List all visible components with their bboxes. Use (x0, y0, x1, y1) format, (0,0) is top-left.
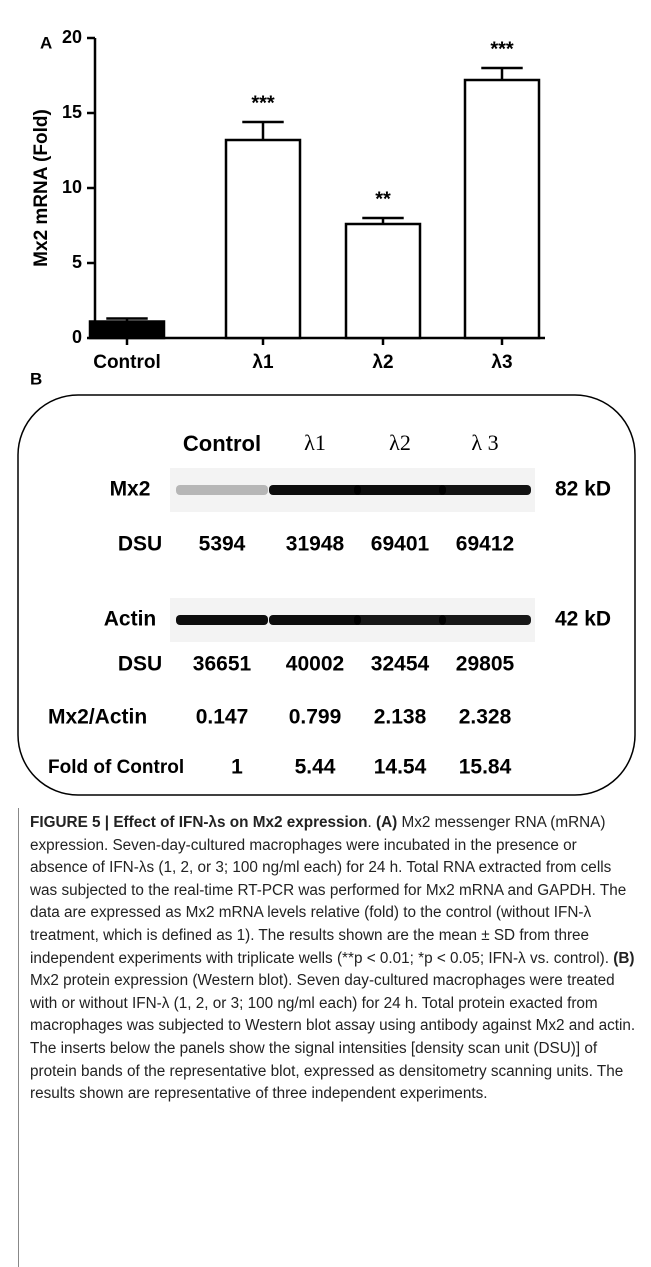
cell-value: 0.147 (196, 706, 249, 729)
caption-text: Mx2 protein expression (Western blot). S… (30, 972, 635, 1102)
bar (346, 224, 420, 338)
caption-bold: (A) (376, 814, 397, 831)
cell-value: 1 (231, 756, 243, 779)
cell-value: 14.54 (374, 756, 427, 779)
caption-text: Mx2 messenger RNA (mRNA) expression. Sev… (30, 814, 626, 967)
blot-band (439, 615, 531, 625)
cell-value: 36651 (193, 653, 252, 676)
cell-value: 5.44 (295, 756, 336, 779)
blot-band (176, 485, 268, 495)
row-label: DSU (118, 533, 162, 556)
x-tick-label: Control (93, 352, 161, 373)
cell-value: 32454 (371, 653, 430, 676)
cell-value: 69401 (371, 533, 430, 556)
y-tick-label: 20 (62, 27, 82, 47)
blot-band (176, 615, 268, 625)
cell-value: 2.328 (459, 706, 512, 729)
cell-value: 0.799 (289, 706, 342, 729)
blot-band (354, 485, 446, 495)
blot-band (439, 485, 531, 495)
significance-label: *** (490, 38, 514, 60)
caption-bold: FIGURE 5 | Effect of IFN-λs on Mx2 expre… (30, 814, 367, 831)
caption: FIGURE 5 | Effect of IFN-λs on Mx2 expre… (30, 812, 636, 1106)
row-label: DSU (118, 653, 162, 676)
blot-label: Actin (104, 608, 157, 631)
column-header: λ1 (304, 430, 326, 455)
significance-label: ** (375, 188, 391, 210)
row-label: Fold of Control (48, 757, 184, 778)
blot-size: 42 kD (555, 608, 611, 631)
blot-band (354, 615, 446, 625)
x-tick-label: λ2 (372, 352, 393, 373)
y-tick-label: 0 (72, 327, 82, 347)
blot-band (269, 615, 361, 625)
caption-bold: (B) (613, 950, 634, 967)
cell-value: 40002 (286, 653, 344, 676)
blot-label: Mx2 (110, 478, 151, 501)
bar (226, 140, 300, 338)
x-tick-label: λ3 (491, 352, 512, 373)
blot-band (269, 485, 361, 495)
panel-label: B (30, 369, 42, 388)
significance-label: *** (251, 92, 275, 114)
y-axis-label: Mx2 mRNA (Fold) (31, 109, 52, 267)
cell-value: 31948 (286, 533, 345, 556)
cell-value: 69412 (456, 533, 514, 556)
cell-value: 29805 (456, 653, 515, 676)
bar (465, 80, 539, 338)
panel-label: A (40, 33, 52, 52)
y-tick-label: 10 (62, 177, 82, 197)
caption-text: . (367, 814, 376, 831)
row-label: Mx2/Actin (48, 706, 147, 729)
y-tick-label: 5 (72, 252, 82, 272)
cell-value: 5394 (199, 533, 246, 556)
cell-value: 2.138 (374, 706, 427, 729)
cell-value: 15.84 (459, 756, 512, 779)
column-header: λ2 (389, 430, 411, 455)
figure-page: A Mx2 mRNA (Fold) B 05101520Controlλ1***… (0, 0, 651, 1267)
blot-size: 82 kD (555, 478, 611, 501)
bar (90, 322, 164, 339)
x-tick-label: λ1 (252, 352, 274, 373)
column-header: Control (183, 431, 261, 456)
column-header: λ 3 (471, 430, 498, 455)
caption-rule (18, 808, 19, 1267)
y-tick-label: 15 (62, 102, 82, 122)
panel-frame (18, 395, 635, 795)
